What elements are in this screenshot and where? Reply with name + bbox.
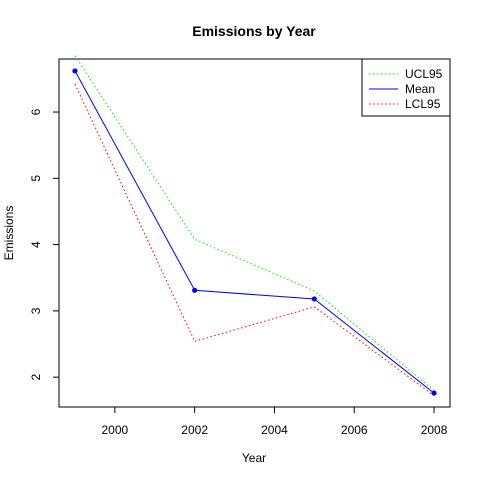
legend-label-lcl95: LCL95 xyxy=(405,97,441,111)
y-axis-label: Emissions xyxy=(2,206,16,261)
y-axis: 2 3 4 5 6 xyxy=(29,108,59,380)
y-tick-label: 5 xyxy=(29,175,43,182)
y-tick-label: 6 xyxy=(29,108,43,115)
x-axis: 2000 2002 2004 2006 2008 xyxy=(102,407,448,437)
data-point-mean xyxy=(431,390,436,395)
x-tick-label: 2000 xyxy=(102,423,129,437)
series-line-mean xyxy=(75,71,434,393)
data-point-mean xyxy=(72,68,77,73)
data-point-mean xyxy=(312,296,317,301)
x-tick-label: 2004 xyxy=(261,423,288,437)
y-tick-label: 2 xyxy=(29,374,43,381)
chart-title: Emissions by Year xyxy=(192,23,316,39)
x-axis-label: Year xyxy=(242,451,266,465)
x-tick-label: 2002 xyxy=(181,423,208,437)
legend-label-mean: Mean xyxy=(405,82,435,96)
data-point-mean xyxy=(192,288,197,293)
legend-label-ucl95: UCL95 xyxy=(405,67,443,81)
y-tick-label: 3 xyxy=(29,307,43,314)
series-line-lcl95 xyxy=(75,84,434,396)
x-tick-label: 2008 xyxy=(421,423,448,437)
x-tick-label: 2006 xyxy=(341,423,368,437)
y-tick-label: 4 xyxy=(29,241,43,248)
